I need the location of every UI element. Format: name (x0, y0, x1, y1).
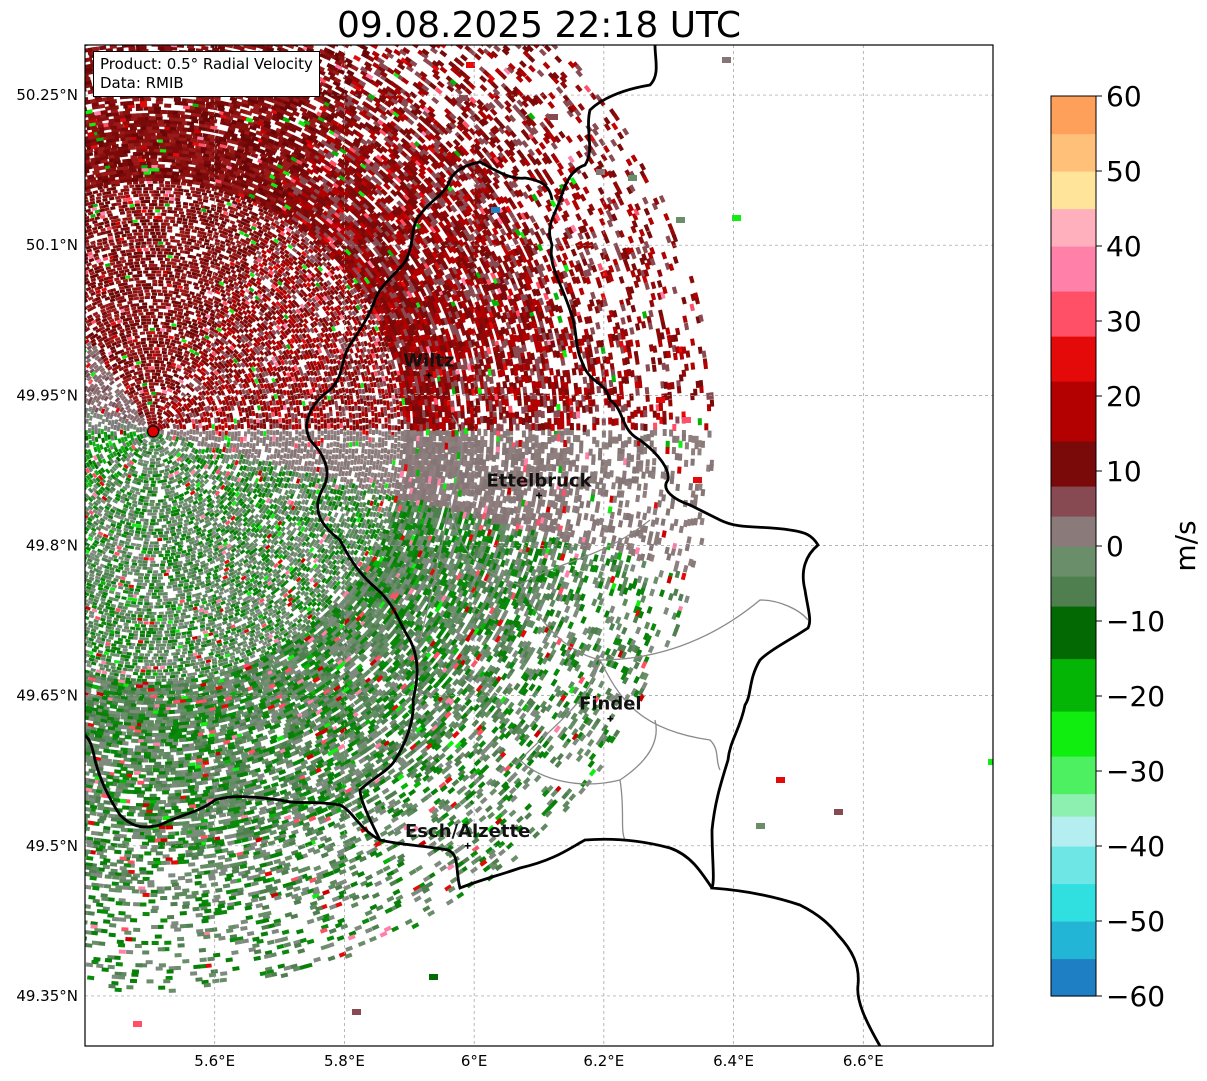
info-box: Product: 0.5° Radial Velocity Data: RMIB (93, 51, 320, 97)
colorbar-segment (1051, 208, 1096, 247)
colorbar-segment (1051, 246, 1096, 292)
city-markers: Wiltz Ettelbruck Findel Esch/Alzette (403, 350, 642, 849)
lat-tick-label: 49.5°N (26, 837, 78, 855)
lon-tick-label: 5.8°E (324, 1052, 365, 1070)
colorbar-tick-label: −30 (1106, 755, 1165, 788)
colorbar-unit-label: m/s (1169, 520, 1202, 571)
lon-tick-label: 6.4°E (713, 1052, 754, 1070)
city-marker: Ettelbruck (486, 470, 593, 499)
colorbar-segment (1051, 441, 1096, 487)
colorbar-segment (1051, 883, 1096, 922)
data-source-label: Data: RMIB (100, 74, 184, 92)
lon-tick-label: 6.2°E (583, 1052, 624, 1070)
lat-tick-labels: 50.25°N 50.1°N 49.95°N 49.8°N 49.65°N 49.5°N 4… (16, 86, 78, 1005)
city-label: Ettelbruck (486, 470, 592, 491)
lat-tick-label: 50.25°N (16, 86, 78, 104)
colorbar-segment (1051, 921, 1096, 960)
lat-tick-label: 49.95°N (16, 386, 78, 404)
colorbar-tick-label: 40 (1106, 230, 1142, 263)
plot-frame (84, 44, 994, 1047)
city-label: Wiltz (403, 350, 454, 371)
colorbar-segment (1051, 381, 1096, 442)
borders (85, 45, 882, 1046)
colorbar-segment (1051, 793, 1096, 817)
lon-tick-label: 5.6°E (194, 1052, 235, 1070)
colorbar-tick-label: 0 (1106, 530, 1124, 563)
colorbar-segment (1051, 606, 1096, 660)
radar-site-dot (147, 425, 160, 438)
colorbar-tick-label: −20 (1106, 680, 1165, 713)
radar-velocity-field (85, 45, 993, 1027)
country-borders (85, 45, 882, 1046)
colorbar-segment (1051, 96, 1096, 135)
colorbar-tick-label: 30 (1106, 305, 1142, 338)
city-label: Esch/Alzette (405, 821, 530, 842)
lon-tick-label: 6.6°E (843, 1052, 884, 1070)
colorbar-segment (1051, 291, 1096, 337)
colorbar-segment (1051, 336, 1096, 382)
colorbar-segment (1051, 816, 1096, 847)
colorbar-tick-label: −60 (1106, 980, 1165, 1013)
colorbar-tick-label: 60 (1106, 80, 1142, 113)
lat-tick-label: 49.65°N (16, 687, 78, 705)
colorbar-segment (1051, 486, 1096, 517)
colorbar-segment (1051, 846, 1096, 885)
colorbar-tick-label: −50 (1106, 905, 1165, 938)
map-title: 09.08.2025 22:18 UTC (336, 5, 742, 46)
colorbar-segment (1051, 133, 1096, 172)
colorbar-tick-label: 20 (1106, 380, 1142, 413)
colorbar-segment (1051, 658, 1096, 712)
colorbar: 60 50 40 30 20 10 0 −10 −20 −30 −40 −50 −60 m/s (1050, 80, 1202, 1013)
colorbar-tick-label: −10 (1106, 605, 1165, 638)
lon-tick-labels: 5.6°E 5.8°E 6°E 6.2°E 6.4°E 6.6°E (194, 1052, 883, 1070)
radar-site-marker (147, 425, 160, 438)
city-marker: Esch/Alzette (405, 821, 530, 849)
colorbar-tick-label: 50 (1106, 155, 1142, 188)
city-marker: Findel (579, 694, 642, 722)
lat-tick-label: 50.1°N (26, 236, 78, 254)
product-label: Product: 0.5° Radial Velocity (100, 55, 313, 73)
canton-borders (419, 414, 809, 841)
city-label: Findel (579, 694, 642, 715)
colorbar-tick-label: 10 (1106, 455, 1142, 488)
lon-tick-label: 6°E (461, 1052, 488, 1070)
colorbar-segment (1051, 756, 1096, 795)
colorbar-segment (1051, 516, 1096, 547)
lat-tick-label: 49.8°N (26, 537, 78, 555)
colorbar-tick-label: −40 (1106, 830, 1165, 863)
colorbar-segment (1051, 171, 1096, 210)
city-marker: Wiltz (403, 350, 454, 379)
colorbar-segment (1051, 958, 1096, 997)
colorbar-segment (1051, 546, 1096, 577)
colorbar-segment (1051, 576, 1096, 607)
colorbar-segment (1051, 711, 1096, 757)
lat-tick-label: 49.35°N (16, 987, 78, 1005)
